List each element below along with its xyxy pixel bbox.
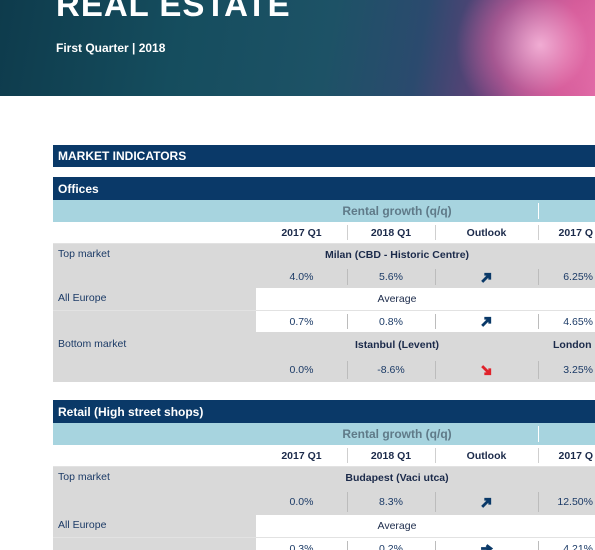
col-outlook: Outlook xyxy=(466,449,507,462)
row-label: Top market xyxy=(58,471,110,483)
col-extra: 2017 Q xyxy=(558,449,593,462)
value-2017: 0.0% xyxy=(289,496,314,508)
value-extra: 4.21% xyxy=(563,542,593,550)
divider xyxy=(435,448,436,463)
table-row: 0.7% 0.8% 4.65% xyxy=(53,310,595,332)
divider xyxy=(347,225,348,240)
outlook-cell xyxy=(435,266,538,288)
col-extra: 2017 Q xyxy=(558,226,593,239)
column-header-row: 2017 Q1 2018 Q1 Outlook 2017 Q xyxy=(53,222,595,244)
arrow-up-right-icon xyxy=(481,316,492,327)
divider xyxy=(538,203,539,219)
value-2018: 0.8% xyxy=(379,315,403,328)
section-offices: Offices Rental growth (q/q) 2017 Q1 2018… xyxy=(53,177,595,382)
divider xyxy=(347,448,348,463)
divider xyxy=(538,269,539,285)
row-label: All Europe xyxy=(58,519,107,531)
section-title: Offices xyxy=(53,177,595,200)
divider xyxy=(435,541,436,550)
value-2017: 0.3% xyxy=(289,542,314,550)
extra-market-name xyxy=(538,288,595,310)
divider xyxy=(538,541,539,550)
divider xyxy=(347,314,348,329)
arrow-down-right-icon xyxy=(481,364,492,375)
value-extra: 3.25% xyxy=(563,364,593,376)
arrow-up-right-icon xyxy=(481,497,492,508)
divider xyxy=(435,492,436,512)
table-row: All Europe Average xyxy=(53,515,595,537)
table-row: 4.0% 5.6% 6.25% xyxy=(53,266,595,288)
divider xyxy=(347,492,348,512)
market-name: Milan (CBD - Historic Centre) xyxy=(324,249,470,261)
column-header-row: 2017 Q1 2018 Q1 Outlook 2017 Q xyxy=(53,445,595,467)
divider xyxy=(435,314,436,329)
divider xyxy=(538,426,539,442)
divider xyxy=(347,361,348,379)
row-label: All Europe xyxy=(58,292,107,304)
value-2018: 5.6% xyxy=(379,271,403,283)
outlook-cell xyxy=(435,311,538,332)
growth-header: Rental growth (q/q) xyxy=(53,200,595,222)
divider xyxy=(347,541,348,550)
section-retail: Retail (High street shops) Rental growth… xyxy=(53,400,595,550)
arrow-right-icon xyxy=(481,544,493,550)
table-row: Top market Budapest (Vaci utca) xyxy=(53,467,595,489)
divider xyxy=(538,492,539,512)
arrow-up-right-icon xyxy=(481,272,492,283)
col-2017q1: 2017 Q1 xyxy=(281,449,322,462)
divider xyxy=(435,269,436,285)
report-title: REAL ESTATE xyxy=(56,0,291,23)
col-2018q1: 2018 Q1 xyxy=(370,449,412,462)
growth-label: Rental growth (q/q) xyxy=(342,204,452,218)
divider xyxy=(538,225,539,240)
divider xyxy=(538,448,539,463)
table-row: Top market Milan (CBD - Historic Centre) xyxy=(53,244,595,266)
row-label: Top market xyxy=(58,248,110,260)
value-2017: 0.7% xyxy=(289,315,314,328)
section-title: Retail (High street shops) xyxy=(53,400,595,423)
table-row: 0.0% 8.3% 12.50% xyxy=(53,489,595,515)
value-2018: 8.3% xyxy=(379,496,403,508)
value-2017: 0.0% xyxy=(289,364,314,376)
table-row: 0.0% -8.6% 3.25% xyxy=(53,358,595,382)
report-subtitle: First Quarter | 2018 xyxy=(56,41,166,55)
col-outlook: Outlook xyxy=(466,226,507,239)
divider xyxy=(347,269,348,285)
market-name: Average xyxy=(377,520,417,532)
value-extra: 6.25% xyxy=(563,271,593,283)
extra-market-name xyxy=(538,467,595,489)
table-row: Bottom market Istanbul (Levent) London xyxy=(53,332,595,358)
value-2017: 4.0% xyxy=(289,271,314,283)
col-2017q1: 2017 Q1 xyxy=(281,226,322,239)
banner-glow-decoration xyxy=(455,0,595,96)
value-extra: 12.50% xyxy=(557,496,593,508)
table-row: 0.3% 0.2% 4.21% xyxy=(53,537,595,550)
divider xyxy=(435,225,436,240)
header-banner: REAL ESTATE First Quarter | 2018 xyxy=(0,0,595,96)
value-2018: 0.2% xyxy=(379,542,403,550)
market-name: Average xyxy=(377,293,417,305)
value-2018: -8.6% xyxy=(377,364,405,376)
extra-market-name xyxy=(538,244,595,266)
market-name: Istanbul (Levent) xyxy=(354,339,439,351)
value-extra: 4.65% xyxy=(563,315,593,328)
outlook-cell xyxy=(435,538,538,550)
market-indicators-bar: MARKET INDICATORS xyxy=(53,145,595,167)
divider xyxy=(435,361,436,379)
divider xyxy=(538,361,539,379)
extra-market-name xyxy=(538,515,595,537)
outlook-cell xyxy=(435,358,538,382)
row-label: Bottom market xyxy=(58,338,127,350)
extra-market-name: London xyxy=(553,339,592,351)
table-row: All Europe Average xyxy=(53,288,595,310)
outlook-cell xyxy=(435,489,538,515)
growth-header: Rental growth (q/q) xyxy=(53,423,595,445)
growth-label: Rental growth (q/q) xyxy=(342,427,452,441)
col-2018q1: 2018 Q1 xyxy=(370,226,412,239)
divider xyxy=(538,314,539,329)
market-name: Budapest (Vaci utca) xyxy=(345,472,449,484)
